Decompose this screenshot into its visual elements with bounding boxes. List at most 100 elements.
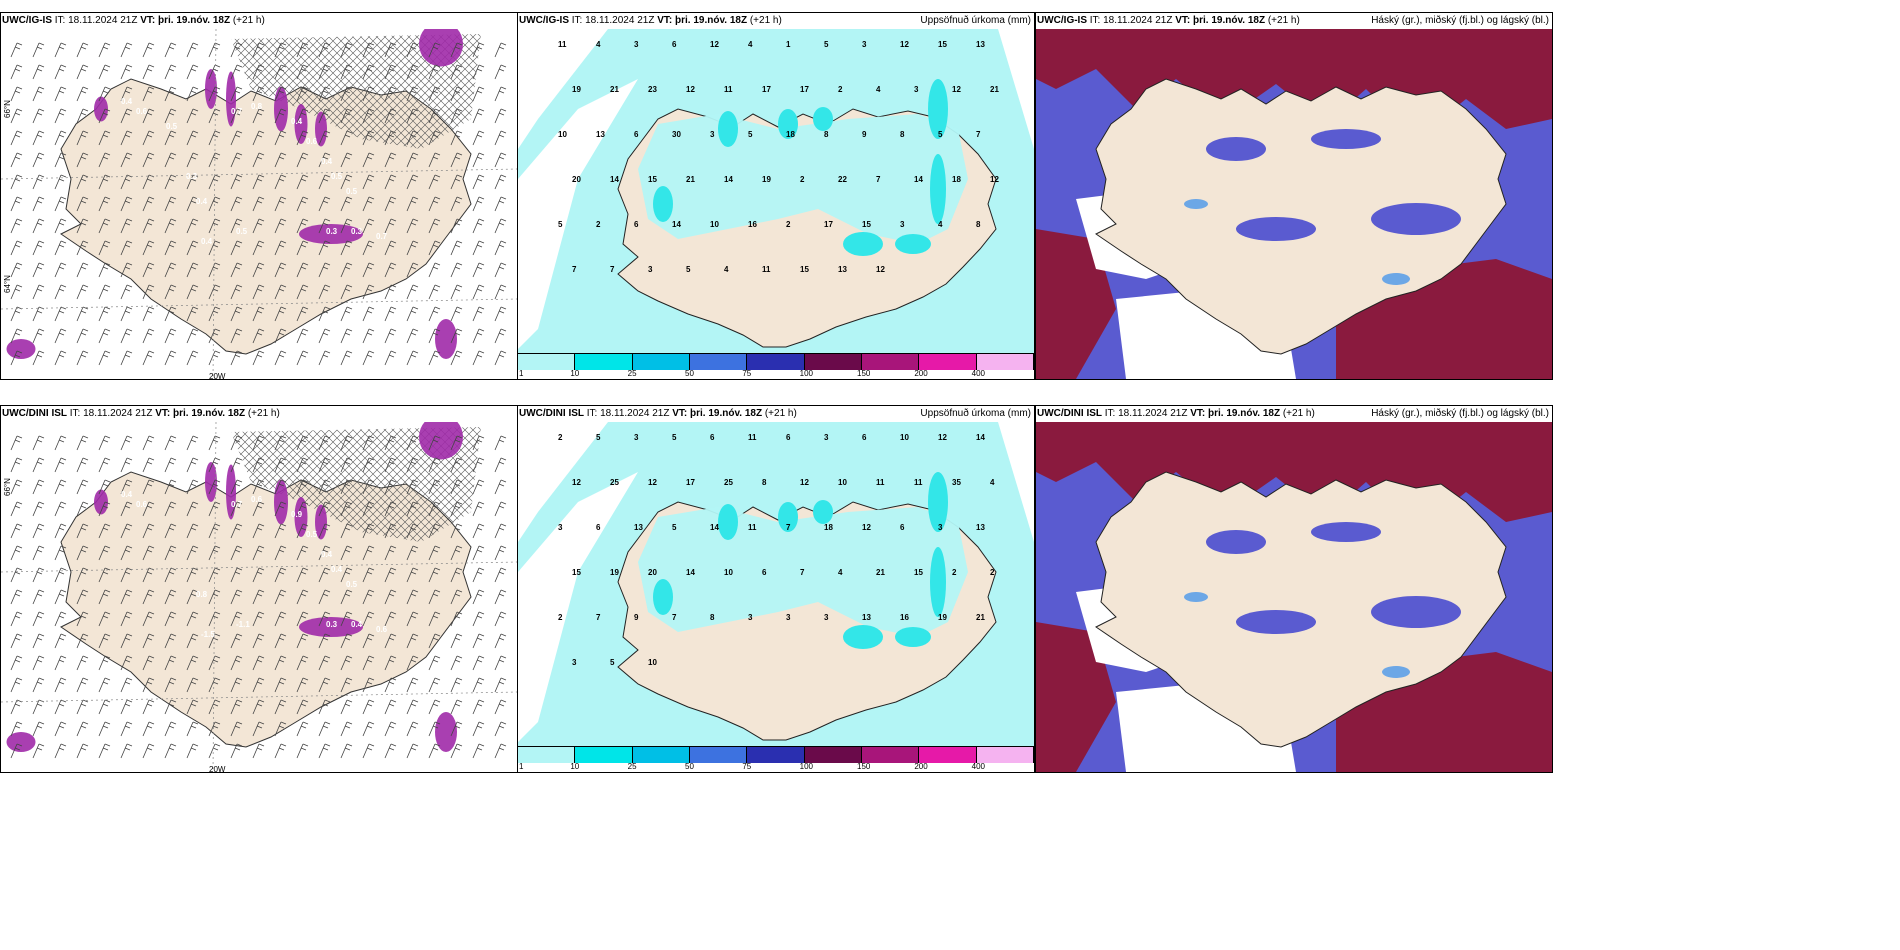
precip-value-label: 21 bbox=[990, 85, 999, 94]
wind-barb bbox=[98, 655, 111, 671]
precip-value-label: 2 bbox=[800, 175, 805, 184]
wind-barb bbox=[384, 108, 397, 124]
wind-barb bbox=[32, 743, 45, 759]
wind-barb bbox=[274, 589, 287, 605]
wind-barb bbox=[32, 677, 45, 693]
wind-barb bbox=[406, 174, 419, 190]
wind-value-label: 0.4 bbox=[121, 97, 133, 106]
wind-barb bbox=[318, 567, 331, 583]
precip-value-label: 11 bbox=[748, 523, 757, 532]
wind-value-label: 0.5 bbox=[306, 530, 318, 539]
wind-barb bbox=[252, 328, 265, 344]
wind-barb bbox=[164, 589, 177, 605]
wind-barb bbox=[472, 567, 485, 583]
wind-barb bbox=[10, 240, 23, 256]
precip-heavy bbox=[930, 547, 946, 617]
wind-barb bbox=[120, 350, 133, 366]
wind-barb bbox=[230, 108, 243, 124]
wind-barb bbox=[10, 611, 23, 627]
wind-barb bbox=[142, 589, 155, 605]
wind-value-label: 0.4 bbox=[331, 565, 343, 574]
precip-legend: 1 10 25 50 75 100 150 200 400 bbox=[518, 746, 1034, 772]
wind-barb bbox=[10, 262, 23, 278]
precip-value-label: 3 bbox=[862, 40, 867, 49]
wind-barb bbox=[54, 130, 67, 146]
wind-barb bbox=[340, 567, 353, 583]
wind-barb bbox=[252, 677, 265, 693]
wind-barb bbox=[318, 633, 331, 649]
precip-value-label: 7 bbox=[800, 568, 805, 577]
wind-barb bbox=[428, 457, 441, 473]
wind-barb bbox=[76, 262, 89, 278]
wind-barb bbox=[318, 152, 331, 168]
precip-value-label: 11 bbox=[558, 40, 567, 49]
wind-barb bbox=[120, 545, 133, 561]
snow-band bbox=[419, 29, 463, 67]
precip-value-label: 10 bbox=[838, 478, 847, 487]
wind-value-label: 0.4 bbox=[321, 157, 333, 166]
precip-value-label: 13 bbox=[838, 265, 847, 274]
wind-barb bbox=[208, 435, 221, 451]
wind-barb bbox=[406, 457, 419, 473]
legend-swatch bbox=[919, 747, 977, 763]
precip-heavy bbox=[778, 109, 798, 139]
wind-barb bbox=[76, 721, 89, 737]
snow-band bbox=[94, 96, 108, 122]
wind-barb bbox=[252, 457, 265, 473]
precip-value-label: 14 bbox=[976, 433, 985, 442]
precip-value-label: 19 bbox=[938, 613, 947, 622]
wind-barb bbox=[208, 218, 221, 234]
wind-barb bbox=[76, 152, 89, 168]
wind-barb bbox=[318, 501, 331, 517]
wind-barb bbox=[186, 218, 199, 234]
precip-value-label: 7 bbox=[976, 130, 981, 139]
wind-value-label: 0.3 bbox=[326, 620, 338, 629]
legend-label: 400 bbox=[971, 369, 986, 378]
wind-barb bbox=[142, 218, 155, 234]
legend-label: 400 bbox=[971, 762, 986, 771]
wind-barb bbox=[296, 501, 309, 517]
wind-barb bbox=[362, 457, 375, 473]
precip-value-label: 12 bbox=[800, 478, 809, 487]
legend-swatch bbox=[632, 747, 690, 763]
wind-barb bbox=[362, 677, 375, 693]
wind-barb bbox=[494, 523, 507, 539]
low-cloud-patch bbox=[1184, 199, 1208, 209]
wind-barb bbox=[296, 567, 309, 583]
lon-label-20w: 20W bbox=[209, 372, 226, 381]
wind-barb bbox=[252, 501, 265, 517]
wind-barb bbox=[428, 306, 441, 322]
wind-barb bbox=[120, 501, 133, 517]
wind-barb bbox=[32, 284, 45, 300]
wind-barb bbox=[76, 633, 89, 649]
wind-barb bbox=[406, 350, 419, 366]
precip-value-label: 11 bbox=[876, 478, 885, 487]
wind-barb bbox=[230, 523, 243, 539]
wind-barb bbox=[384, 523, 397, 539]
wind-barb bbox=[54, 633, 67, 649]
wind-barb bbox=[54, 350, 67, 366]
wind-barb bbox=[186, 479, 199, 495]
wind-barb bbox=[296, 633, 309, 649]
wind-value-label: 0.4 bbox=[321, 550, 333, 559]
wind-barb bbox=[318, 589, 331, 605]
wind-barb bbox=[98, 284, 111, 300]
cloud-panel-dini: UWC/DINI ISL IT: 18.11.2024 21Z VT: þri.… bbox=[1035, 405, 1553, 773]
wind-barb bbox=[10, 457, 23, 473]
precip-value-label: 6 bbox=[862, 433, 867, 442]
wind-barb bbox=[362, 108, 375, 124]
wind-barb bbox=[274, 152, 287, 168]
wind-barb bbox=[32, 218, 45, 234]
precip-value-label: 30 bbox=[672, 130, 681, 139]
wind-barb bbox=[274, 130, 287, 146]
wind-barb bbox=[340, 130, 353, 146]
precip-value-label: 4 bbox=[838, 568, 843, 577]
wind-barb bbox=[318, 218, 331, 234]
legend-swatch bbox=[804, 354, 862, 370]
wind-barb bbox=[428, 240, 441, 256]
wind-barb bbox=[32, 42, 45, 58]
wind-barb bbox=[340, 435, 353, 451]
precip-value-label: 13 bbox=[862, 613, 871, 622]
wind-barb bbox=[296, 64, 309, 80]
